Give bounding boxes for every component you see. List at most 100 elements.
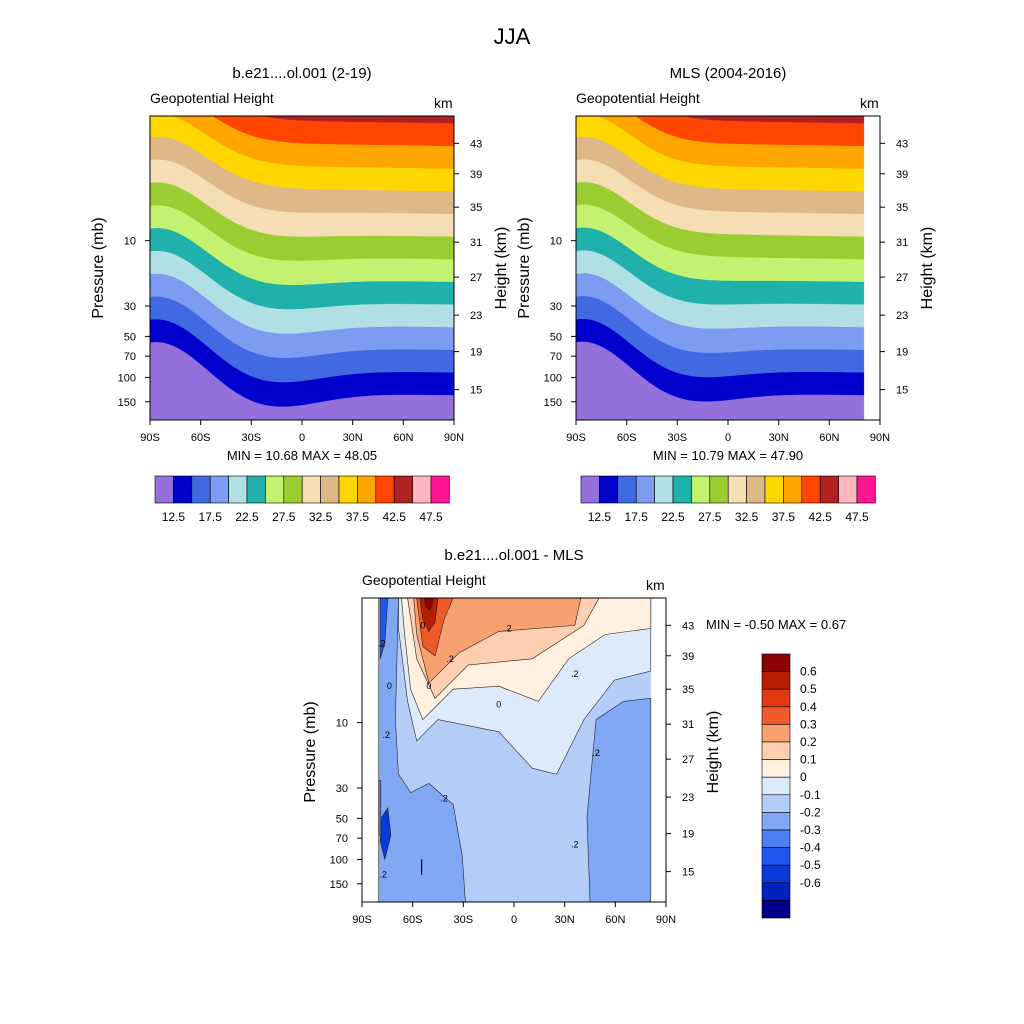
y-right-tick-label: 27 xyxy=(682,754,694,766)
colorbar-swatch xyxy=(375,475,395,504)
y-right-tick-label: 43 xyxy=(470,138,482,150)
contour-label: 0 xyxy=(496,699,501,709)
contour-region xyxy=(379,598,389,659)
colorbar-swatch xyxy=(635,475,655,504)
panel-title: MLS (2004-2016) xyxy=(670,65,787,82)
colorbar-swatch xyxy=(209,475,229,504)
colorbar-label: 0 xyxy=(800,770,807,784)
colorbar-label: 0.5 xyxy=(800,682,817,696)
x-tick-label: 60N xyxy=(819,432,839,444)
y-right-tick-label: 27 xyxy=(470,272,482,284)
colorbar-label: -0.1 xyxy=(800,788,821,802)
colorbar-label: -0.6 xyxy=(800,876,821,890)
contour-fill xyxy=(150,116,454,420)
colorbar-label: 12.5 xyxy=(588,510,612,524)
panel-model: b.e21....ol.001 (2-19) Geopotential Heig… xyxy=(90,65,510,524)
colorbar-swatch xyxy=(265,475,285,504)
x-tick-label: 90N xyxy=(870,432,890,444)
y-axis-right-label: Height (km) xyxy=(705,711,722,794)
colorbar-swatch xyxy=(761,900,791,919)
colorbar-label: 17.5 xyxy=(625,510,649,524)
x-tick-label: 30N xyxy=(769,432,789,444)
y-tick-label: 150 xyxy=(118,397,136,409)
y-axis-right-label: Height (km) xyxy=(493,227,510,310)
colorbar-label: -0.2 xyxy=(800,805,821,819)
y-right-tick-label: 35 xyxy=(896,202,908,214)
colorbar-swatch xyxy=(761,759,791,778)
colorbar-label: 0.4 xyxy=(800,700,817,714)
contour-region xyxy=(413,598,582,684)
panel-difference: b.e21....ol.001 - MLS Geopotential Heigh… xyxy=(302,547,846,926)
y-tick-label: 100 xyxy=(544,372,562,384)
colorbar-swatch xyxy=(580,475,600,504)
contour-region xyxy=(586,697,652,902)
y-right-tick-label: 27 xyxy=(896,272,908,284)
colorbar-swatch xyxy=(727,475,747,504)
y-right-tick-label: 19 xyxy=(896,347,908,359)
contour-label: 0 xyxy=(420,620,425,630)
colorbar-swatch xyxy=(357,475,377,504)
y-tick-label: 70 xyxy=(124,351,136,363)
x-tick-label: 30S xyxy=(668,432,688,444)
colorbar-swatch xyxy=(761,688,791,708)
colorbar-swatch xyxy=(617,475,637,504)
contour-label: 0 xyxy=(426,681,431,691)
x-tick-label: 0 xyxy=(511,914,517,926)
y-right-tick-label: 23 xyxy=(896,310,908,322)
y-right-tick-label: 31 xyxy=(896,237,908,249)
colorbar-swatch xyxy=(761,706,791,725)
contour-band xyxy=(576,23,864,100)
y-right-tick-label: 15 xyxy=(682,867,694,879)
colorbar-swatch xyxy=(761,741,791,760)
panel-title: b.e21....ol.001 - MLS xyxy=(444,547,583,564)
y-right-tick-label: 39 xyxy=(682,651,694,663)
y-right-tick-label: 39 xyxy=(470,169,482,181)
contour-region xyxy=(378,598,466,902)
colorbar-swatch xyxy=(246,475,266,504)
colorbar-swatch xyxy=(412,475,432,504)
variable-label: Geopotential Height xyxy=(362,572,486,588)
contour-region xyxy=(379,806,392,860)
y-right-tick-label: 23 xyxy=(470,310,482,322)
contour-label: 0 xyxy=(387,681,392,691)
colorbar-swatch xyxy=(819,475,839,504)
colorbar-swatch xyxy=(320,475,340,504)
y-right-tick-label: 23 xyxy=(682,792,694,804)
colorbar-swatch xyxy=(761,812,791,831)
x-tick-label: 90N xyxy=(656,914,676,926)
colorbar-label: 37.5 xyxy=(346,510,370,524)
y-right-tick-label: 19 xyxy=(470,347,482,359)
y-tick-label: 150 xyxy=(544,397,562,409)
x-tick-label: 90S xyxy=(140,432,160,444)
y-tick-label: 10 xyxy=(124,236,136,248)
y-tick-label: 30 xyxy=(124,301,136,313)
y-right-tick-label: 15 xyxy=(896,385,908,397)
x-tick-label: 30S xyxy=(454,914,474,926)
y-tick-label: 30 xyxy=(336,783,348,795)
y-right-tick-label: 35 xyxy=(682,684,694,696)
colorbar-label: 37.5 xyxy=(772,510,796,524)
contour-fill xyxy=(576,23,865,420)
colorbar-swatch xyxy=(761,776,791,796)
y-tick-label: 70 xyxy=(550,351,562,363)
y-right-tick-label: 15 xyxy=(470,385,482,397)
y-right-tick-label: 31 xyxy=(682,719,694,731)
colorbar-label: 22.5 xyxy=(235,510,259,524)
contour-label: .2 xyxy=(504,623,512,633)
contour-region xyxy=(378,780,382,836)
x-axis: 90S 60S 30S 0 30N 60N 90N xyxy=(566,420,890,444)
units-label: km xyxy=(646,577,665,593)
y-axis-left: 10 30 50 70 100 150 xyxy=(544,236,576,409)
colorbar-label: 0.3 xyxy=(800,717,817,731)
colorbar-swatch xyxy=(283,475,303,504)
colorbar-label: 22.5 xyxy=(661,510,685,524)
y-axis-right: 43 39 35 31 27 23 19 15 xyxy=(454,138,482,397)
x-tick-label: 90S xyxy=(352,914,372,926)
y-axis-left: 10 30 50 70 100 150 xyxy=(330,718,362,891)
colorbar-swatch xyxy=(761,864,791,884)
colorbar-label: -0.3 xyxy=(800,823,821,837)
y-right-tick-label: 39 xyxy=(896,169,908,181)
y-tick-label: 150 xyxy=(330,879,348,891)
x-tick-label: 30N xyxy=(343,432,363,444)
colorbar-swatch xyxy=(746,475,766,504)
